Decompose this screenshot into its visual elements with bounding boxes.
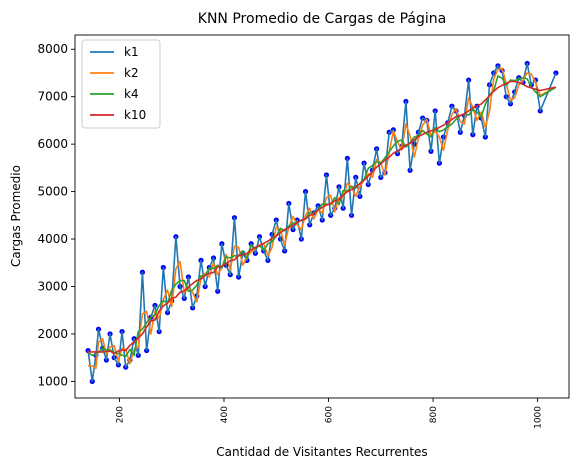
y-tick-label: 5000 (37, 185, 68, 199)
legend-box (81, 39, 161, 129)
series-line-k10 (88, 80, 557, 355)
legend: k1 k2 k4 k10 (81, 39, 161, 129)
x-tick-label: 400 (220, 406, 230, 423)
plot-frame (74, 34, 570, 399)
legend-label-k4: k4 (124, 87, 139, 101)
plot-area (85, 60, 559, 384)
plot-clipped-group (85, 60, 559, 384)
y-tick-label: 7000 (37, 90, 68, 104)
x-axis-label: Cantidad de Visitantes Recurrentes (216, 445, 427, 459)
axes: 1000 2000 3000 4000 5000 6000 7000 8000 200 400 60… (37, 34, 570, 429)
x-tick-label: 600 (325, 406, 335, 423)
series-line-k2 (88, 67, 557, 370)
y-axis-label: Cargas Promedio (9, 165, 23, 267)
legend-label-k10: k10 (124, 108, 146, 122)
y-tick-label: 2000 (37, 327, 68, 341)
x-tick-label: 800 (429, 406, 439, 423)
y-tick-label: 3000 (37, 279, 68, 293)
y-tick-label: 6000 (37, 137, 68, 151)
chart-title: KNN Promedio de Cargas de Página (198, 11, 446, 27)
legend-label-k2: k2 (124, 66, 139, 80)
x-tick-label: 1000 (534, 406, 544, 429)
y-tick-label: 1000 (37, 374, 68, 388)
x-tick-label: 200 (115, 406, 125, 423)
legend-label-k1: k1 (124, 45, 139, 59)
y-tick-label: 8000 (37, 42, 68, 56)
y-tick-label: 4000 (37, 232, 68, 246)
